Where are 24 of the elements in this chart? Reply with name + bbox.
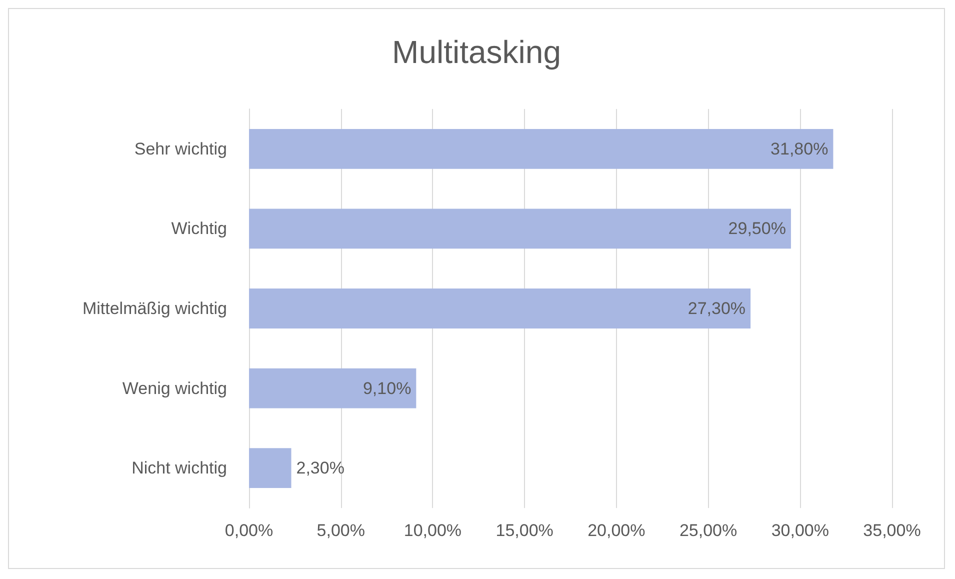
y-tick-label: Wichtig [171, 219, 227, 238]
y-tick-label: Sehr wichtig [134, 139, 227, 158]
y-tick-label: Mittelmäßig wichtig [82, 299, 227, 318]
x-tick-label: 0,00% [224, 521, 274, 540]
x-tick-label: 10,00% [404, 521, 462, 540]
bar [249, 208, 791, 249]
chart-title: Multitasking [392, 34, 561, 70]
bar [249, 128, 834, 169]
data-label: 31,80% [770, 139, 828, 158]
data-label: 27,30% [688, 299, 746, 318]
x-tick-label: 20,00% [588, 521, 646, 540]
x-tick-label: 30,00% [771, 521, 829, 540]
data-label: 2,30% [296, 458, 344, 478]
y-tick-label: Wenig wichtig [122, 378, 227, 398]
bar [249, 288, 751, 328]
data-label: 29,50% [728, 219, 786, 238]
data-label: 9,10% [362, 378, 412, 398]
x-tick-label: 5,00% [316, 521, 365, 540]
bar [249, 448, 292, 488]
x-tick-label: 15,00% [496, 521, 554, 540]
x-tick-label: 25,00% [679, 521, 738, 540]
x-tick-label: 35,00% [863, 521, 921, 540]
y-tick-label: Nicht wichtig [132, 458, 227, 478]
bar [249, 368, 416, 408]
